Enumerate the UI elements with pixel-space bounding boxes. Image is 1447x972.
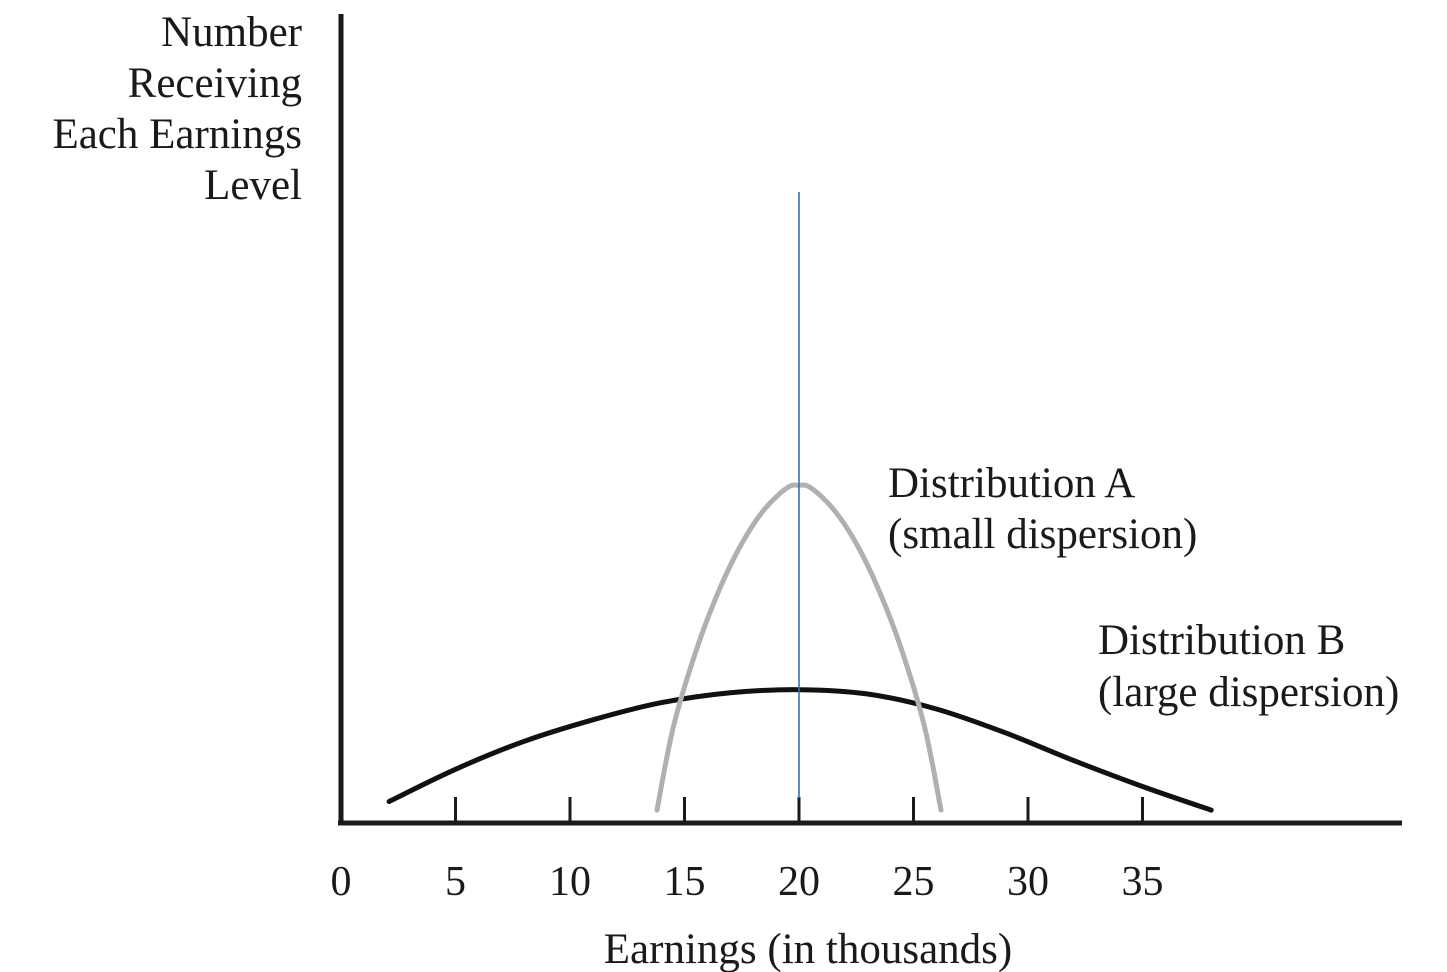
- distribution-b-label: Distribution B: [1098, 617, 1345, 664]
- y-axis-label: Number Receiving Each Earnings Level: [52, 9, 302, 209]
- x-tick-label-10: 10: [549, 859, 591, 905]
- x-tick-label-35: 35: [1122, 859, 1164, 905]
- x-tick-label-5: 5: [445, 859, 466, 905]
- x-axis-ticks: [454, 797, 1144, 823]
- annotation-distribution-b: Distribution B (large dispersion): [1098, 617, 1399, 716]
- x-axis-label: Earnings (in thousands): [604, 926, 1012, 972]
- y-axis-label-line-1: Number: [161, 9, 302, 56]
- annotation-distribution-a: Distribution A (small dispersion): [888, 460, 1197, 558]
- distribution-a-caption: (small dispersion): [888, 511, 1197, 558]
- distribution-a-label: Distribution A: [888, 460, 1135, 507]
- distribution-b-curve: [386, 687, 1214, 813]
- y-axis-label-line-3: Each Earnings: [52, 111, 302, 158]
- x-tick-label-20: 20: [778, 859, 820, 905]
- y-axis-label-line-2: Receiving: [128, 60, 302, 107]
- x-tick-label-0: 0: [331, 859, 352, 905]
- x-axis-tick-labels: 0 5 10 15 20 25 30 35: [331, 859, 1164, 905]
- x-tick-label-25: 25: [893, 859, 935, 905]
- x-tick-label-15: 15: [664, 859, 706, 905]
- x-tick-label-30: 30: [1007, 859, 1049, 905]
- y-axis-label-line-4: Level: [204, 162, 302, 209]
- distribution-b-caption: (large dispersion): [1098, 669, 1399, 716]
